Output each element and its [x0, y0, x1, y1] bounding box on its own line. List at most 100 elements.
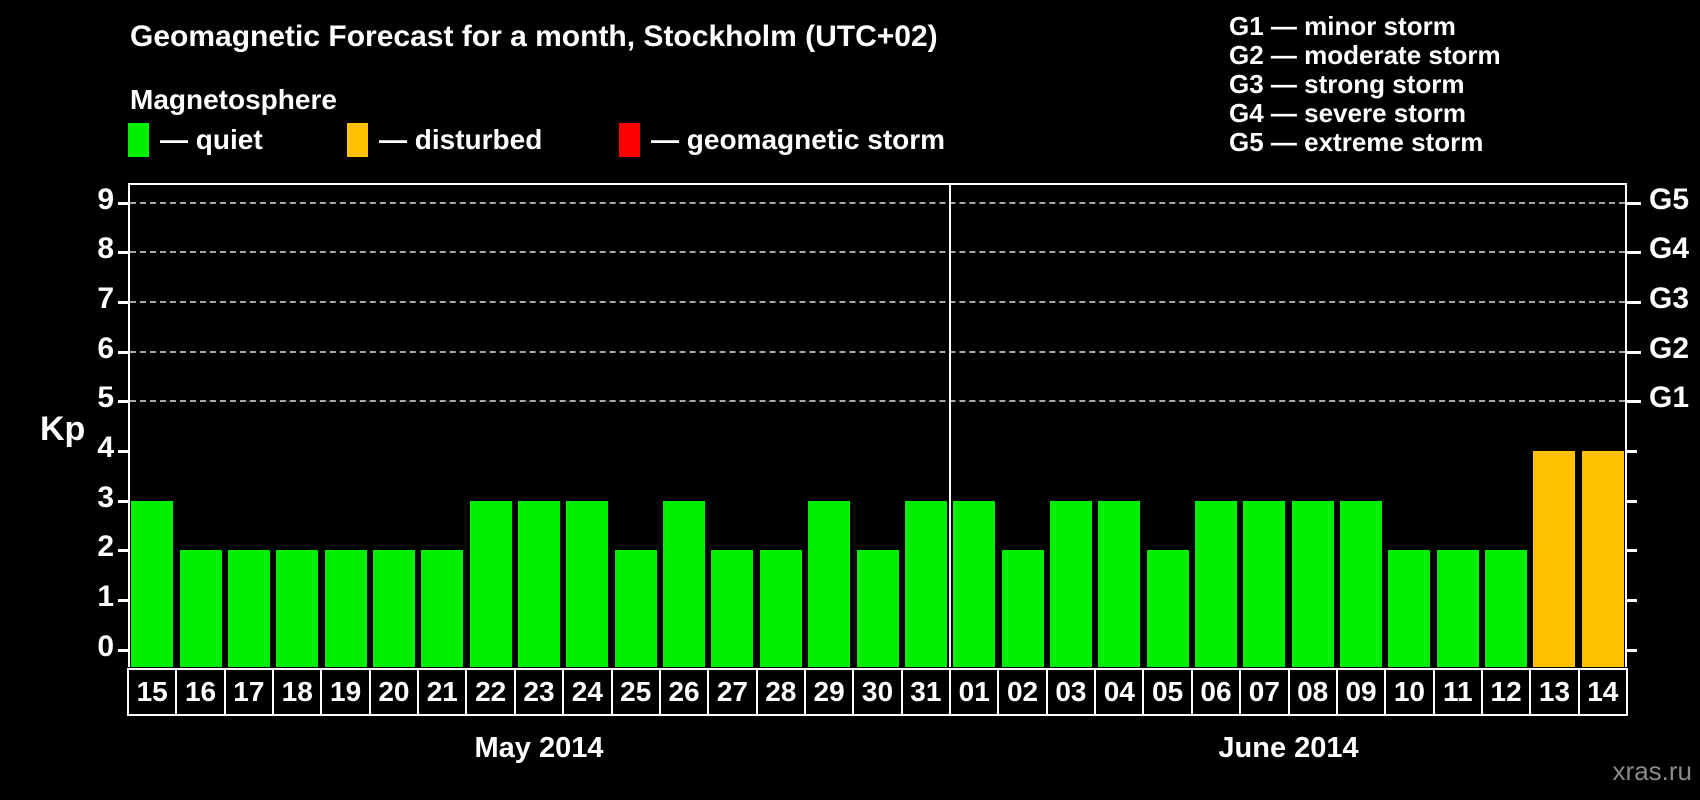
day-cell-26: 26	[658, 668, 710, 716]
day-cell-29: 29	[803, 668, 855, 716]
y-tick-left-2	[118, 549, 128, 553]
kp-bar-june-03	[1049, 500, 1092, 667]
day-cell-16: 16	[175, 668, 226, 716]
y-tick-label-6: 6	[97, 331, 114, 365]
kp-bar-june-09	[1340, 500, 1383, 667]
kp-bar-may-24	[566, 500, 609, 667]
day-cell-05: 05	[1142, 668, 1193, 716]
day-cell-23: 23	[513, 668, 565, 716]
y-tick-right-1	[1627, 598, 1637, 602]
quiet-swatch-icon	[128, 123, 149, 157]
kp-bar-june-05	[1146, 550, 1189, 667]
y-tick-label-1: 1	[97, 579, 114, 613]
day-cell-12: 12	[1480, 668, 1532, 716]
y-tick-left-1	[118, 598, 128, 602]
kp-bar-may-22	[469, 500, 512, 667]
y-tick-label-8: 8	[97, 232, 114, 266]
day-cell-28: 28	[755, 668, 806, 716]
y-tick-right-6	[1627, 350, 1641, 354]
kp-bar-june-08	[1291, 500, 1334, 667]
kp-bar-june-10	[1388, 550, 1431, 667]
storm-swatch-icon	[619, 123, 640, 157]
day-cell-13: 13	[1529, 668, 1580, 716]
disturbed-swatch-icon	[347, 123, 368, 157]
kp-bar-june-13	[1533, 451, 1576, 667]
month-label-may: May 2014	[474, 732, 604, 764]
y-tick-left-8	[118, 251, 128, 255]
y-tick-right-0	[1627, 648, 1637, 652]
kp-bar-may-31	[904, 500, 947, 667]
legend-label: — disturbed	[379, 124, 543, 155]
y-tick-label-3: 3	[97, 480, 114, 514]
kp-bar-may-30	[856, 550, 899, 667]
y-tick-right-2	[1627, 549, 1637, 553]
y-tick-label-0: 0	[97, 629, 114, 663]
g-legend-line: G5 — extreme storm	[1229, 127, 1484, 157]
y-tick-right-3	[1627, 499, 1637, 503]
day-cell-04: 04	[1094, 668, 1145, 716]
g-scale-legend: G1 — minor storm G2 — moderate storm G3 — …	[1229, 12, 1501, 157]
kp-bar-may-16	[179, 550, 222, 667]
gridline-kp6	[130, 350, 1625, 353]
day-cell-08: 08	[1287, 668, 1338, 716]
month-label-june: June 2014	[1218, 732, 1359, 764]
day-cell-07: 07	[1239, 668, 1290, 716]
kp-bar-may-18	[276, 550, 319, 667]
kp-bar-may-28	[759, 550, 802, 667]
kp-bar-may-27	[711, 550, 754, 667]
kp-bar-june-11	[1436, 550, 1479, 667]
y-tick-left-4	[118, 450, 128, 454]
day-cell-31: 31	[900, 668, 952, 716]
month-divider	[949, 185, 952, 667]
gridline-kp8	[130, 251, 1625, 254]
kp-bar-may-29	[808, 500, 851, 667]
g-legend-line: G4 — severe storm	[1229, 98, 1467, 128]
y-tick-right-8	[1627, 251, 1641, 255]
day-cell-20: 20	[368, 668, 420, 716]
kp-bar-may-17	[227, 550, 270, 667]
kp-bar-june-04	[1098, 500, 1141, 667]
day-cell-14: 14	[1577, 668, 1628, 716]
y-tick-left-3	[118, 499, 128, 503]
day-cell-27: 27	[707, 668, 758, 716]
magnetosphere-label: Magnetosphere	[130, 84, 337, 115]
kp-bar-may-20	[372, 550, 415, 667]
day-cell-17: 17	[223, 668, 275, 716]
kp-bar-june-07	[1243, 500, 1286, 667]
y-tick-label-9: 9	[97, 182, 114, 216]
y-tick-label-2: 2	[97, 530, 114, 564]
g-legend-line: G2 — moderate storm	[1229, 40, 1501, 70]
kp-bar-june-02	[1001, 550, 1044, 667]
y-tick-right-7	[1627, 301, 1641, 305]
kp-bar-june-14	[1581, 451, 1624, 667]
day-cell-19: 19	[320, 668, 371, 716]
day-cell-22: 22	[465, 668, 516, 716]
y-tick-right-9	[1627, 201, 1641, 205]
g-legend-line: G1 — minor storm	[1229, 11, 1456, 41]
y-axis-title-kp: Kp	[40, 410, 86, 448]
day-cell-06: 06	[1190, 668, 1242, 716]
y-tick-label-5: 5	[97, 381, 114, 415]
g-level-label-G4: G4	[1649, 232, 1690, 266]
y-tick-label-4: 4	[97, 431, 114, 465]
kp-bar-may-21	[421, 550, 464, 667]
y-tick-left-0	[118, 648, 128, 652]
day-cell-01: 01	[949, 668, 1000, 716]
kp-bar-may-25	[614, 550, 657, 667]
gridline-kp7	[130, 301, 1625, 304]
day-cell-21: 21	[417, 668, 468, 716]
gridline-kp5	[130, 400, 1625, 403]
kp-bar-may-23	[518, 500, 561, 667]
day-cell-18: 18	[272, 668, 323, 716]
g-level-label-G2: G2	[1649, 331, 1690, 365]
g-legend-line: G3 — strong storm	[1229, 69, 1465, 99]
day-cell-15: 15	[127, 668, 178, 716]
day-cell-03: 03	[1045, 668, 1097, 716]
gridline-kp9	[130, 201, 1625, 204]
y-tick-label-7: 7	[97, 282, 114, 316]
y-tick-left-7	[118, 301, 128, 305]
g-level-label-G5: G5	[1649, 182, 1690, 216]
chart-title: Geomagnetic Forecast for a month, Stockh…	[130, 20, 938, 53]
kp-bar-june-12	[1485, 550, 1528, 667]
